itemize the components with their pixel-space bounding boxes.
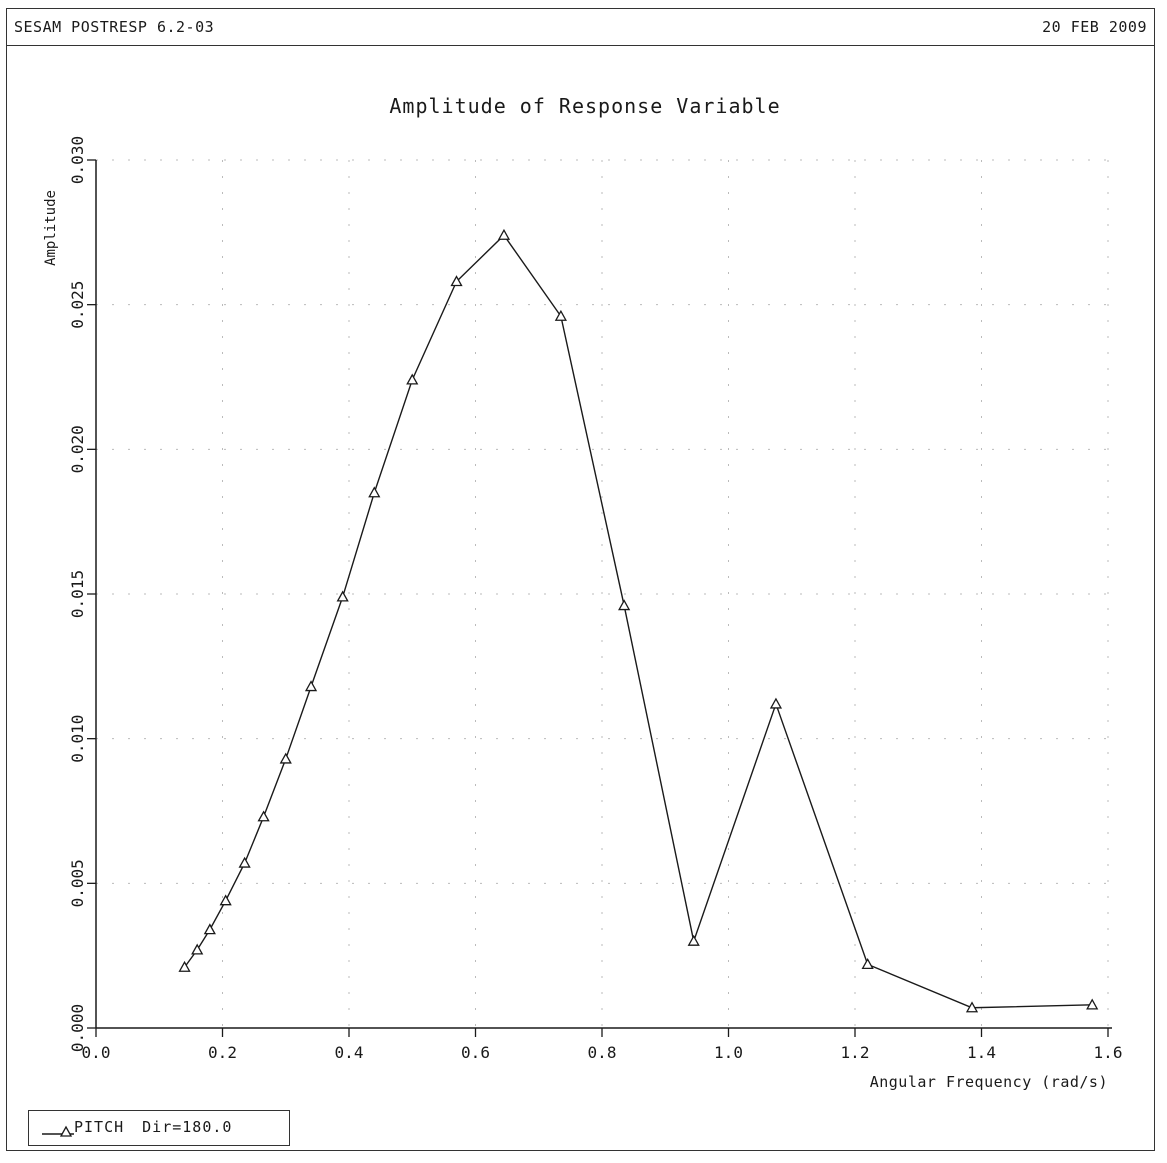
data-point (618, 599, 631, 611)
legend-label: PITCH Dir=180.0 (74, 1118, 232, 1136)
x-tick-label: 1.4 (967, 1043, 996, 1062)
data-point (368, 486, 381, 498)
legend-direction: Dir=180.0 (142, 1118, 233, 1136)
data-point (219, 894, 232, 906)
data-point (238, 856, 251, 868)
data-point (554, 309, 567, 321)
x-tick-label: 0.8 (588, 1043, 617, 1062)
data-point (450, 275, 463, 287)
chart-title: Amplitude of Response Variable (389, 94, 780, 118)
data-point (257, 810, 270, 822)
plot-frame (6, 8, 1155, 1151)
y-axis-label: Amplitude (43, 190, 59, 266)
data-point (497, 228, 511, 240)
data-point (279, 752, 292, 764)
data-point (203, 923, 216, 935)
x-tick-label: 0.2 (208, 1043, 237, 1062)
grid-lines (96, 159, 1109, 1028)
ticks: 0.0 0.2 0.4 0.6 0.8 1.0 1.2 1.4 1.6 0.000 0.005 0.0… (68, 136, 1122, 1062)
data-point (769, 697, 783, 709)
x-tick-label: 1.0 (714, 1043, 743, 1062)
y-tick-label: 0.020 (68, 425, 87, 473)
data-point (178, 960, 191, 972)
triangle-marker-icon (59, 1125, 73, 1137)
data-point (336, 590, 349, 602)
series-line (183, 234, 1093, 1009)
y-tick-label: 0.010 (68, 715, 87, 763)
y-tick-label: 0.005 (68, 859, 87, 907)
data-point (191, 943, 204, 955)
data-point (406, 373, 419, 385)
data-point (965, 1001, 979, 1013)
x-tick-label: 0.0 (82, 1043, 111, 1062)
y-tick-label: 0.025 (68, 281, 87, 329)
data-point (687, 934, 700, 946)
legend-series-name: PITCH (74, 1118, 125, 1136)
legend-marker (42, 1125, 74, 1137)
x-tick-label: 1.6 (1094, 1043, 1123, 1062)
y-tick-label: 0.015 (68, 570, 87, 618)
y-tick-label: 0.030 (68, 136, 87, 184)
program-label: SESAM POSTRESP 6.2-03 (14, 18, 215, 36)
x-tick-label: 1.2 (841, 1043, 870, 1062)
y-tick-label: 0.000 (68, 1004, 87, 1052)
x-axis-label: Angular Frequency (rad/s) (870, 1073, 1108, 1091)
series-layer (178, 228, 1099, 1013)
data-point (304, 680, 318, 692)
legend-box (28, 1110, 290, 1146)
x-tick-label: 0.4 (335, 1043, 364, 1062)
plot-date: 20 FEB 2009 (1042, 18, 1147, 36)
x-tick-label: 0.6 (461, 1043, 490, 1062)
data-point (1086, 998, 1099, 1010)
header-divider (6, 45, 1155, 46)
data-point (861, 958, 874, 969)
axes (95, 160, 1112, 1029)
